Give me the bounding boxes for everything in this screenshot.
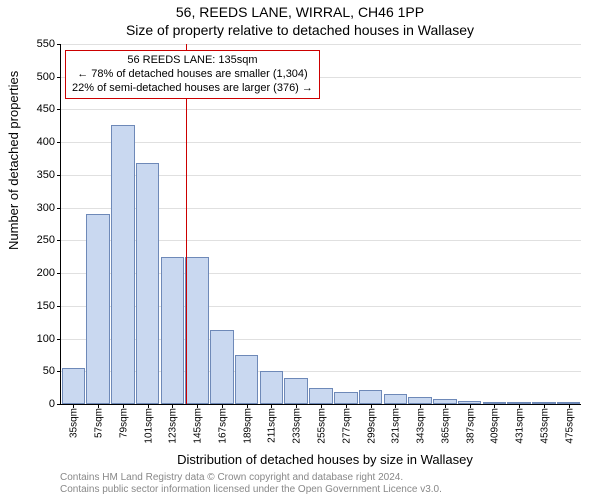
xtick-label: 475sqm: [564, 408, 575, 444]
xtick-label: 255sqm: [317, 408, 328, 444]
xtick-label: 35sqm: [69, 408, 80, 438]
ytick-label: 450: [37, 103, 55, 115]
xtick-label: 431sqm: [515, 408, 526, 444]
chart-title-sub: Size of property relative to detached ho…: [0, 22, 600, 38]
ytick-label: 0: [49, 398, 55, 410]
ytick-label: 550: [37, 38, 55, 50]
histogram-bar: [309, 388, 333, 404]
xtick-label: 79sqm: [118, 408, 129, 438]
ytick-mark: [57, 175, 61, 176]
ytick-mark: [57, 404, 61, 405]
annotation-line: 22% of semi-detached houses are larger (…: [72, 82, 313, 96]
xtick-label: 343sqm: [416, 408, 427, 444]
xtick-label: 409sqm: [490, 408, 501, 444]
xtick-label: 123sqm: [168, 408, 179, 444]
ytick-label: 150: [37, 300, 55, 312]
histogram-bar: [86, 214, 110, 404]
x-axis-label: Distribution of detached houses by size …: [60, 452, 590, 467]
histogram-plot: 05010015020025030035040045050055035sqm57…: [60, 44, 581, 405]
xtick-label: 453sqm: [539, 408, 550, 444]
xtick-label: 211sqm: [267, 408, 278, 443]
gridline: [61, 44, 581, 45]
ytick-label: 500: [37, 71, 55, 83]
ytick-mark: [57, 371, 61, 372]
chart-title-main: 56, REEDS LANE, WIRRAL, CH46 1PP: [0, 4, 600, 20]
ytick-label: 300: [37, 202, 55, 214]
ytick-label: 200: [37, 267, 55, 279]
histogram-bar: [161, 257, 185, 404]
gridline: [61, 109, 581, 110]
xtick-label: 299sqm: [366, 408, 377, 444]
ytick-label: 250: [37, 234, 55, 246]
xtick-label: 101sqm: [143, 408, 154, 444]
ytick-label: 400: [37, 136, 55, 148]
histogram-bar: [210, 330, 234, 404]
y-axis-label: Number of detached properties: [6, 71, 21, 250]
ytick-label: 50: [43, 365, 55, 377]
ytick-mark: [57, 240, 61, 241]
footer-line-2: Contains public sector information licen…: [60, 484, 590, 496]
xtick-label: 167sqm: [218, 408, 229, 444]
ytick-mark: [57, 77, 61, 78]
annotation-box: 56 REEDS LANE: 135sqm← 78% of detached h…: [65, 50, 320, 99]
ytick-mark: [57, 339, 61, 340]
histogram-bar: [260, 371, 284, 404]
histogram-bar: [359, 390, 383, 404]
histogram-bar: [384, 394, 408, 404]
histogram-bar: [185, 257, 209, 404]
annotation-line: ← 78% of detached houses are smaller (1,…: [72, 68, 313, 82]
xtick-label: 57sqm: [94, 408, 105, 438]
ytick-label: 100: [37, 333, 55, 345]
ytick-label: 350: [37, 169, 55, 181]
footer-attribution: Contains HM Land Registry data © Crown c…: [60, 472, 590, 496]
ytick-mark: [57, 208, 61, 209]
histogram-bar: [62, 368, 86, 404]
xtick-label: 145sqm: [193, 408, 204, 444]
histogram-bar: [136, 163, 160, 404]
xtick-label: 365sqm: [440, 408, 451, 444]
xtick-label: 321sqm: [391, 408, 402, 444]
gridline: [61, 142, 581, 143]
histogram-bar: [235, 355, 259, 404]
ytick-mark: [57, 142, 61, 143]
xtick-label: 277sqm: [341, 408, 352, 444]
histogram-bar: [111, 125, 135, 404]
ytick-mark: [57, 44, 61, 45]
xtick-label: 233sqm: [292, 408, 303, 444]
ytick-mark: [57, 109, 61, 110]
xtick-label: 189sqm: [242, 408, 253, 444]
xtick-label: 387sqm: [465, 408, 476, 444]
footer-line-1: Contains HM Land Registry data © Crown c…: [60, 472, 590, 484]
histogram-bar: [284, 378, 308, 404]
ytick-mark: [57, 273, 61, 274]
ytick-mark: [57, 306, 61, 307]
annotation-line: 56 REEDS LANE: 135sqm: [72, 54, 313, 68]
histogram-bar: [334, 392, 358, 404]
